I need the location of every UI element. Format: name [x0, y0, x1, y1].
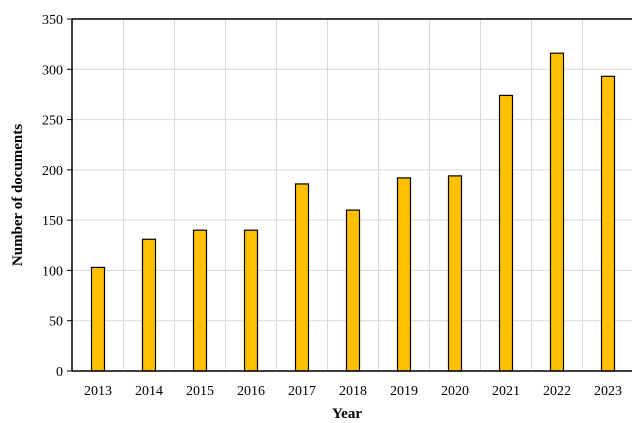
y-axis-title: Number of documents: [10, 124, 26, 266]
y-tick-label: 200: [42, 164, 63, 179]
x-tick-label: 2020: [441, 384, 469, 399]
bar-2022: [549, 52, 565, 372]
bar-2021: [498, 94, 514, 372]
bars: [90, 52, 616, 372]
x-tick-label: 2016: [237, 384, 265, 399]
y-tick-label: 150: [42, 214, 63, 229]
x-tick-label: 2014: [135, 384, 163, 399]
bar-2018: [345, 209, 361, 372]
x-tick-label: 2023: [594, 384, 622, 399]
y-tick-label: 250: [42, 114, 63, 129]
bar-2019: [396, 177, 412, 372]
bar-2016: [243, 229, 259, 372]
bar-2017: [294, 183, 310, 372]
bar-2013: [90, 266, 106, 372]
x-tick-label: 2022: [543, 384, 571, 399]
bar-2020: [447, 175, 463, 372]
x-tick-label: 2017: [288, 384, 316, 399]
y-tick-label: 350: [42, 13, 63, 28]
y-tick-label: 50: [49, 315, 63, 330]
x-tick-label: 2018: [339, 384, 367, 399]
x-axis-title: Year: [332, 406, 362, 422]
x-tick-label: 2021: [492, 384, 520, 399]
y-tick-label: 0: [56, 365, 63, 380]
axes: [67, 18, 632, 372]
x-tick-label: 2013: [84, 384, 112, 399]
gridlines: [72, 18, 632, 371]
y-tick-label: 100: [42, 264, 63, 279]
x-tick-label: 2019: [390, 384, 418, 399]
y-tick-label: 300: [42, 63, 63, 78]
tick-labels: 0 50 100 150 200 250 300 350 2013 2014 2015 2016 201…: [42, 13, 622, 399]
bar-2023: [600, 75, 616, 372]
bar-2014: [141, 238, 157, 372]
x-tick-label: 2015: [186, 384, 214, 399]
bar-2015: [192, 229, 208, 372]
